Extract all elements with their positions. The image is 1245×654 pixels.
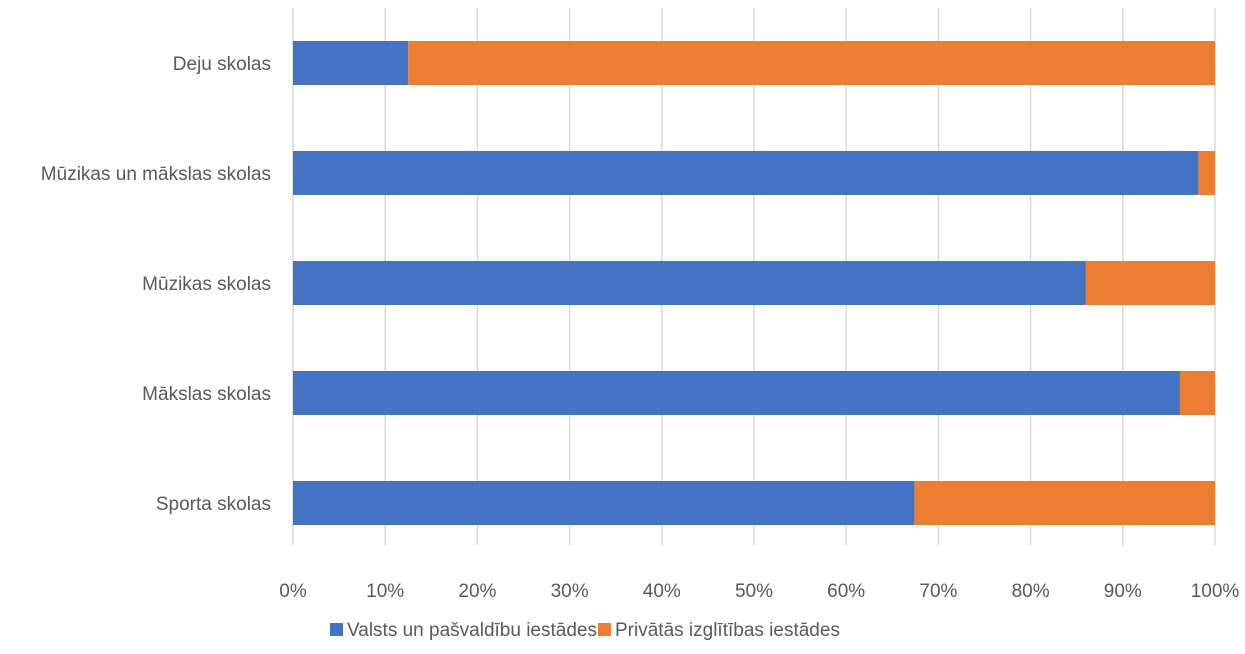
- legend-swatch: [598, 623, 611, 636]
- category-label: Mākslas skolas: [142, 384, 271, 405]
- bar-segment-public: [293, 41, 409, 85]
- x-tick-label: 100%: [1191, 581, 1240, 602]
- legend: Valsts un pašvaldību iestādes Privātās iz…: [330, 620, 840, 641]
- x-tick-label: 30%: [551, 581, 589, 602]
- x-tick-label: 0%: [279, 581, 307, 602]
- x-tick-label: 60%: [827, 581, 865, 602]
- legend-label: Privātās izglītības iestādes: [615, 620, 840, 641]
- bar-segment-public: [293, 151, 1199, 195]
- bar-segment-private: [1179, 371, 1215, 415]
- bar-segment-private: [408, 41, 1215, 85]
- bar-segment-public: [293, 261, 1086, 305]
- bar-segment-private: [914, 481, 1215, 525]
- x-tick-label: 50%: [735, 581, 773, 602]
- bar-segment-private: [1085, 261, 1215, 305]
- x-tick-label: 40%: [643, 581, 681, 602]
- legend-swatch: [330, 623, 343, 636]
- category-labels: Deju skolas Mūzikas un mākslas skolas Mūzi…: [41, 54, 271, 515]
- x-tick-label: 10%: [366, 581, 404, 602]
- x-tick-label: 90%: [1104, 581, 1142, 602]
- bars: [293, 41, 1215, 525]
- bar-segment-private: [1198, 151, 1215, 195]
- x-tick-label: 20%: [458, 581, 496, 602]
- category-label: Deju skolas: [173, 54, 271, 75]
- legend-label: Valsts un pašvaldību iestādes: [347, 620, 597, 641]
- category-label: Mūzikas skolas: [142, 274, 271, 295]
- category-label: Mūzikas un mākslas skolas: [41, 164, 271, 185]
- x-tick-label: 70%: [919, 581, 957, 602]
- x-axis-tick-labels: 0% 10% 20% 30% 40% 50% 60% 70% 80% 90% 100%: [279, 581, 1239, 602]
- bar-segment-public: [293, 371, 1180, 415]
- x-tick-label: 80%: [1012, 581, 1050, 602]
- category-label: Sporta skolas: [156, 494, 271, 515]
- bar-segment-public: [293, 481, 915, 525]
